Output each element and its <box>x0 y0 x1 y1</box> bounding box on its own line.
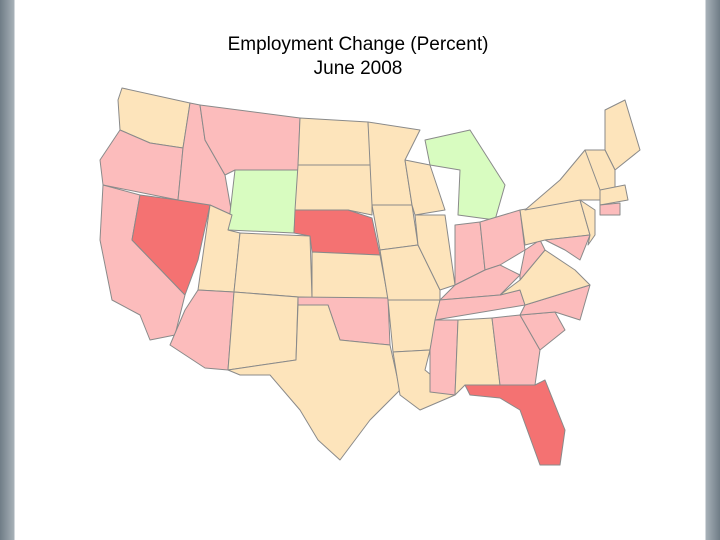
state <box>371 204 419 251</box>
state <box>479 209 526 271</box>
state <box>414 214 456 291</box>
map-title: Employment Change (Percent) <box>228 34 489 55</box>
state <box>227 169 299 234</box>
state <box>599 202 621 216</box>
state <box>233 232 313 299</box>
state <box>379 244 441 301</box>
state <box>311 251 389 299</box>
state <box>519 239 546 281</box>
state <box>584 149 616 191</box>
state <box>424 129 506 221</box>
state <box>404 159 446 216</box>
state <box>579 199 596 246</box>
state <box>294 164 373 216</box>
state <box>227 304 401 461</box>
state <box>464 379 566 466</box>
state <box>297 117 373 166</box>
state <box>604 99 641 171</box>
state <box>544 234 591 261</box>
us-states <box>99 87 641 466</box>
state <box>491 314 541 386</box>
state <box>227 291 299 371</box>
map-subtitle: June 2008 <box>314 58 403 79</box>
state <box>429 319 459 396</box>
state <box>599 184 629 206</box>
